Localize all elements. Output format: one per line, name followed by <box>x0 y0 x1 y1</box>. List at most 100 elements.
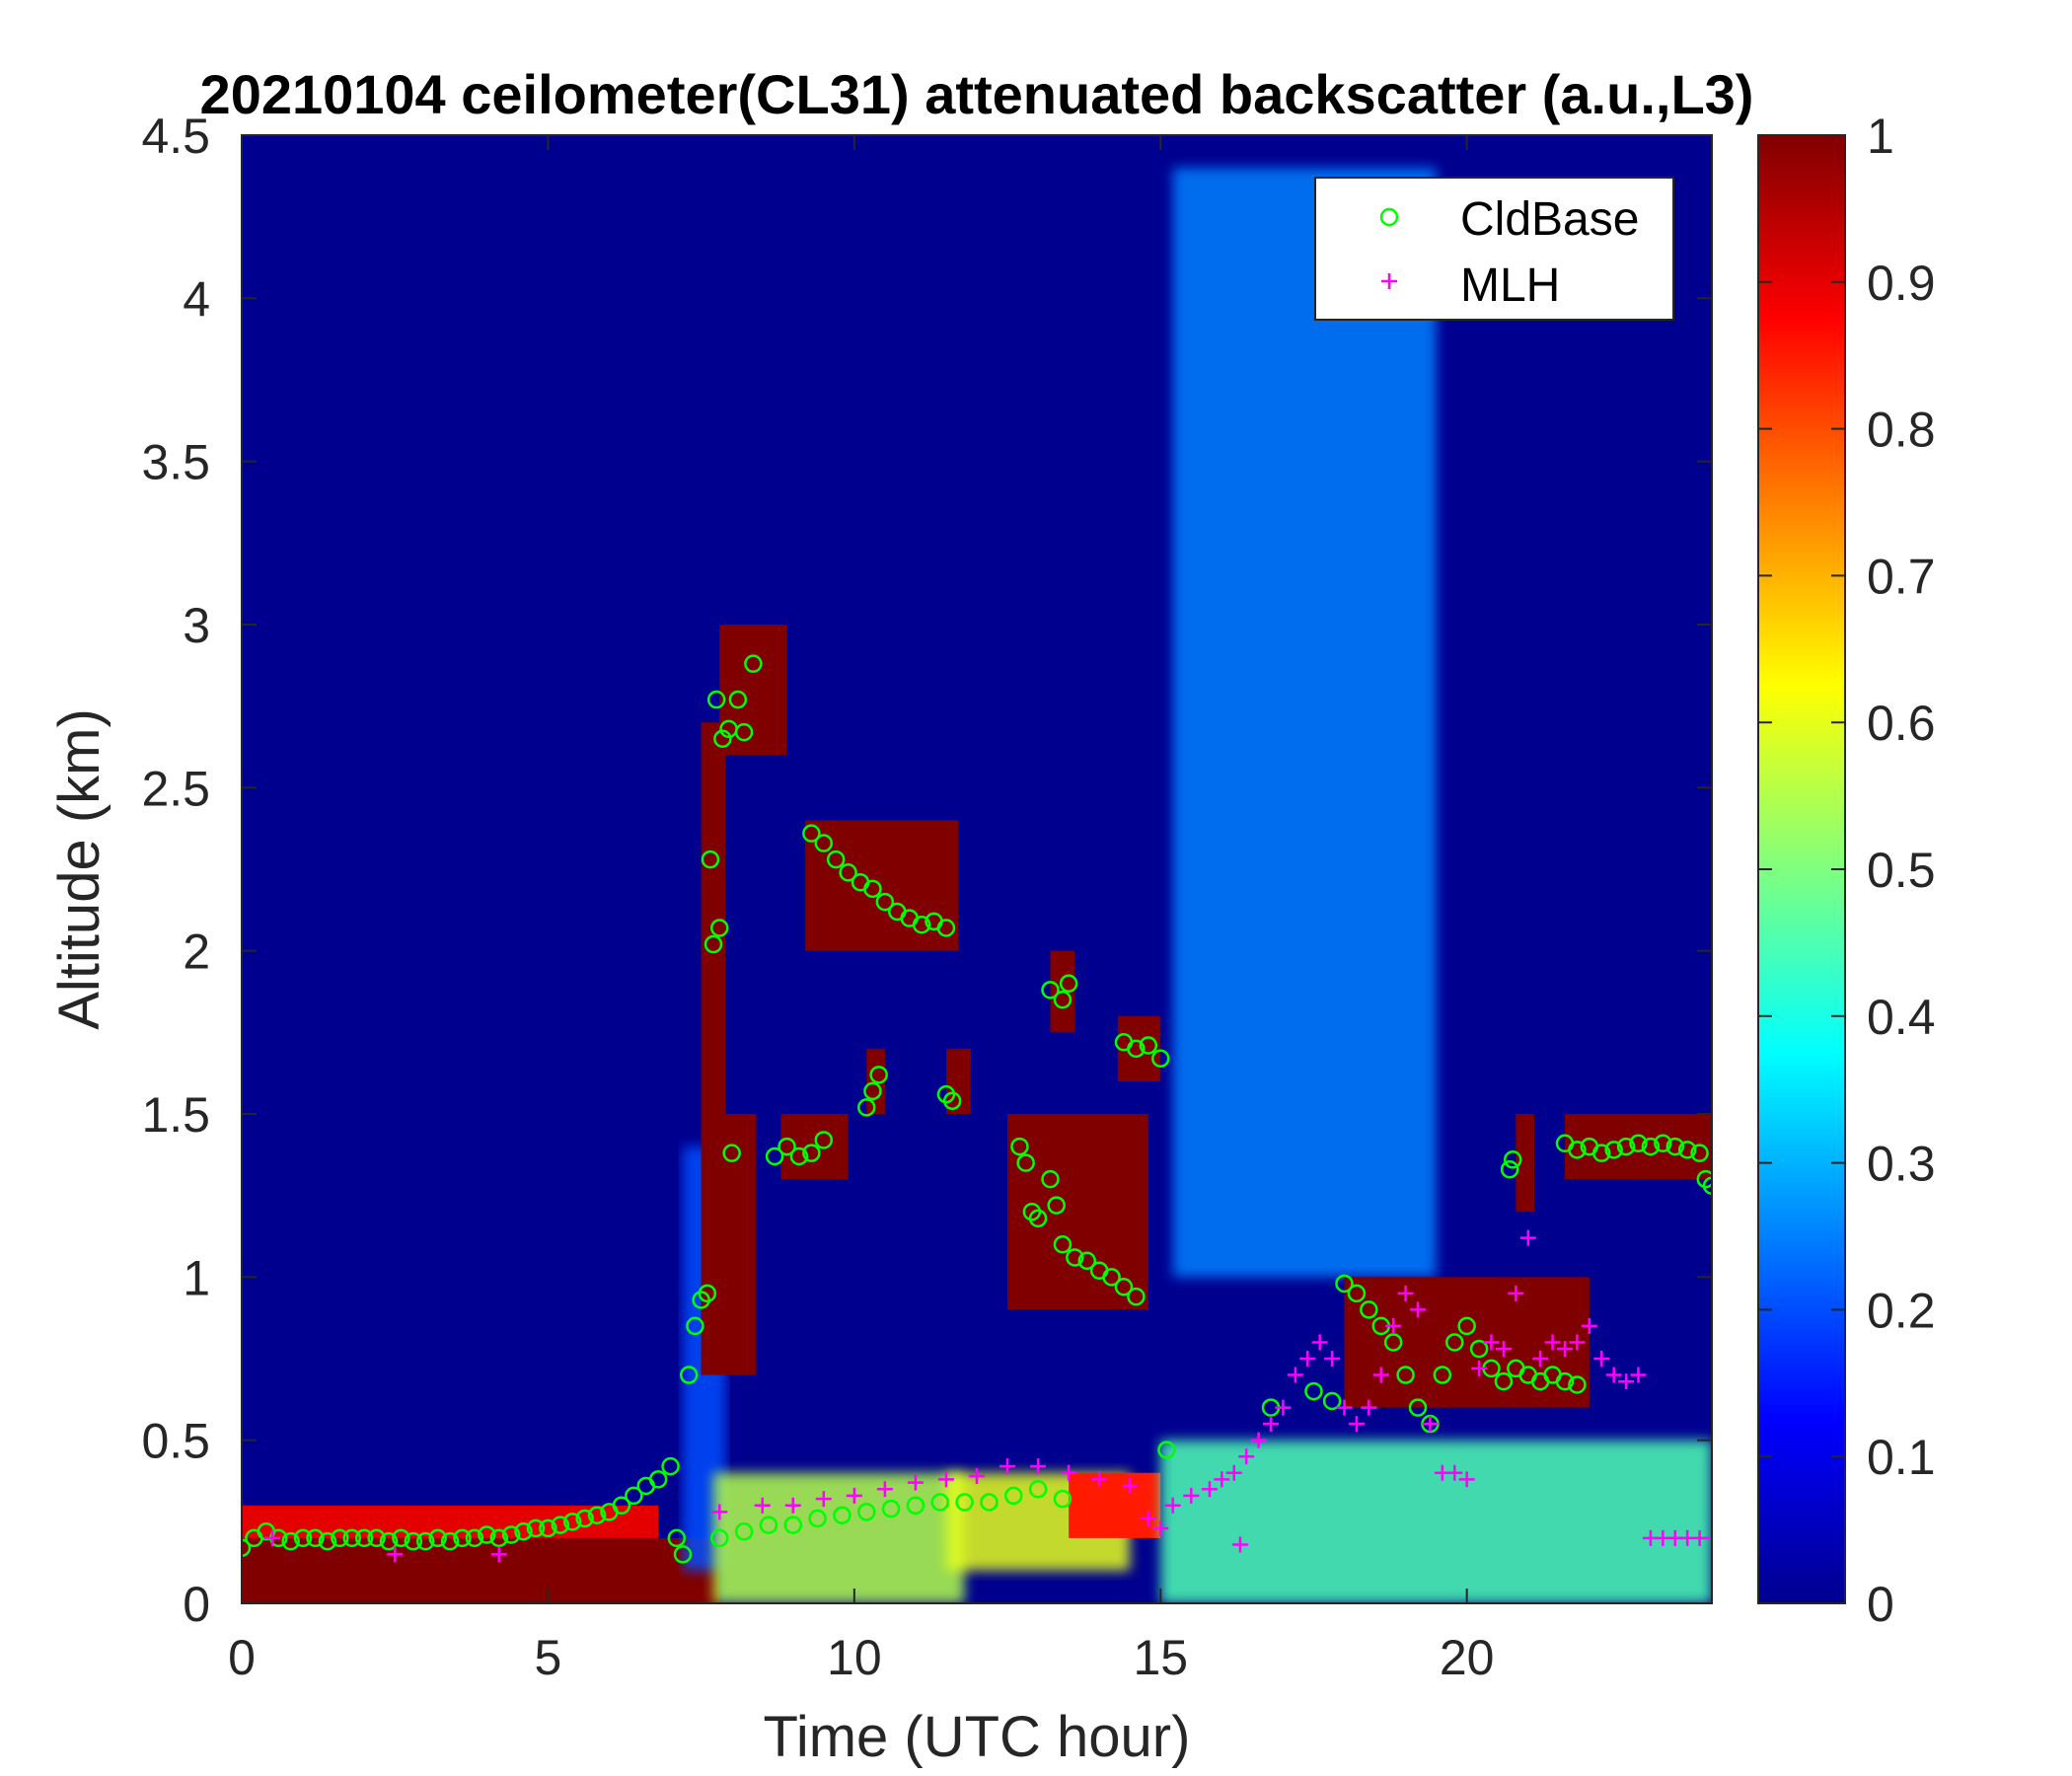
mlh-point-63 <box>1704 1529 1712 1546</box>
cldbase-point-70 <box>863 1081 882 1101</box>
cldbase-point-55 <box>802 1144 821 1162</box>
cldbase-point-84 <box>955 1493 974 1512</box>
mlh-point-18 <box>1152 1519 1169 1536</box>
legend-cldbase-label: CldBase <box>1460 193 1639 246</box>
mlh-point-46 <box>1495 1341 1512 1358</box>
cldbase-point-76 <box>759 1516 778 1534</box>
legend-box <box>1314 177 1674 321</box>
cldbase-point-62 <box>863 879 882 899</box>
plot-frame <box>241 134 1713 1604</box>
mlh-point-32 <box>1324 1351 1341 1367</box>
cldbase-point-99 <box>1102 1268 1121 1287</box>
cldbase-point-44 <box>710 919 729 937</box>
cldbase-point-136 <box>1568 1141 1587 1159</box>
mlh-point-48 <box>1519 1229 1536 1246</box>
mlh-point-23 <box>1225 1464 1242 1481</box>
mlh-point-3 <box>711 1504 728 1520</box>
cldbase-point-124 <box>1469 1339 1489 1359</box>
y-tick-label-3: 1.5 <box>141 1087 210 1143</box>
cldbase-point-45 <box>706 690 726 709</box>
colorbar-tick-label-6: 0.6 <box>1867 696 1936 751</box>
mlh-point-30 <box>1299 1351 1316 1367</box>
cldbase-point-144 <box>1665 1137 1684 1156</box>
mlh-point-16 <box>1122 1477 1139 1494</box>
colorbar-tick-label-0: 0 <box>1867 1577 1894 1632</box>
cldbase-point-113 <box>1335 1274 1354 1294</box>
cldbase-point-56 <box>814 1131 834 1149</box>
cldbase-point-32 <box>625 1486 643 1506</box>
cldbase-point-101 <box>1127 1287 1146 1306</box>
mlh-point-13 <box>1030 1458 1047 1475</box>
cldbase-point-103 <box>1053 991 1073 1009</box>
cldbase-point-104 <box>1059 974 1078 993</box>
cldbase-point-75 <box>734 1522 754 1541</box>
cldbase-point-139 <box>1604 1141 1623 1159</box>
cldbase-point-63 <box>875 892 895 912</box>
heatmap-cell-11 <box>1007 1114 1148 1310</box>
y-axis: 0 0.5 1 1.5 2 2.5 3 3.5 4 4.5 <box>141 109 1712 1632</box>
cldbase-point-50 <box>744 654 763 673</box>
cldbase-point-59 <box>826 850 846 869</box>
cldbase-point-126 <box>1494 1371 1514 1391</box>
cldbase-point-83 <box>930 1493 949 1512</box>
cldbase-point-43 <box>703 934 723 954</box>
mlh-point-9 <box>907 1474 924 1491</box>
heatmap-cell-19 <box>1516 1114 1534 1213</box>
colorbar-tick-label-2: 0.2 <box>1867 1283 1936 1338</box>
cldbase-point-0 <box>242 1538 252 1558</box>
cldbase-point-89 <box>1010 1137 1029 1156</box>
cldbase-point-69 <box>857 1098 876 1117</box>
mlh-point-31 <box>1311 1334 1328 1351</box>
cldbase-point-73 <box>942 1091 962 1111</box>
cldbase-point-77 <box>783 1516 802 1534</box>
cldbase-point-37 <box>673 1545 693 1564</box>
cldbase-point-106 <box>1127 1039 1146 1059</box>
cldbase-point-100 <box>1114 1278 1134 1296</box>
mlh-point-2 <box>490 1546 507 1563</box>
cldbase-point-52 <box>765 1147 784 1166</box>
x-tick-label-1: 5 <box>535 1630 562 1685</box>
cldbase-point-145 <box>1677 1141 1697 1159</box>
cldbase-point-7 <box>318 1531 337 1551</box>
mlh-point-53 <box>1581 1317 1597 1334</box>
colorbar-tick-label-7: 0.7 <box>1867 549 1936 604</box>
cldbase-point-93 <box>1041 1169 1060 1189</box>
colorbar-tick-label-9: 0.9 <box>1867 256 1936 311</box>
mlh-point-40 <box>1422 1416 1439 1433</box>
colorbar-gradient <box>1757 134 1846 1604</box>
mlh-point-55 <box>1605 1367 1622 1383</box>
mlh-point-21 <box>1201 1481 1218 1498</box>
mlh-point-42 <box>1446 1464 1463 1481</box>
x-tick-label-4: 20 <box>1440 1630 1495 1685</box>
cldbase-point-34 <box>648 1470 668 1489</box>
cldbase-point-21 <box>489 1528 508 1548</box>
cldbase-point-24 <box>526 1518 546 1538</box>
x-axis: 0 5 10 15 20 <box>228 135 1494 1685</box>
colorbar-tick-label-1: 0.1 <box>1867 1430 1936 1485</box>
cldbase-point-94 <box>1047 1196 1066 1215</box>
legend-mlh-marker <box>1381 273 1397 289</box>
mlh-point-28 <box>1275 1399 1292 1416</box>
cldbase-point-48 <box>728 690 748 709</box>
y-axis-label: Altitude (km) <box>47 708 111 1030</box>
mlh-point-52 <box>1569 1334 1586 1351</box>
mlh-point-39 <box>1410 1301 1426 1318</box>
x-axis-label: Time (UTC hour) <box>764 1705 1191 1769</box>
mlh-point-51 <box>1557 1341 1573 1358</box>
cldbase-point-60 <box>839 863 857 882</box>
cldbase-point-118 <box>1396 1366 1415 1384</box>
mlh-point-50 <box>1544 1334 1561 1351</box>
cldbase-point-8 <box>331 1528 349 1548</box>
cldbase-point-13 <box>392 1528 410 1548</box>
mlh-point-27 <box>1263 1416 1279 1433</box>
chart-title: 20210104 ceilometer(CL31) attenuated bac… <box>200 63 1754 125</box>
cldbase-point-23 <box>514 1522 533 1541</box>
cldbase-point-6 <box>306 1528 325 1548</box>
x-tick-label-0: 0 <box>228 1630 256 1685</box>
mlh-point-10 <box>937 1471 954 1488</box>
cldbase-point-36 <box>667 1528 687 1548</box>
cldbase-point-42 <box>701 850 720 869</box>
heatmap-cell-20 <box>1565 1114 1712 1180</box>
cldbase-point-112 <box>1322 1391 1342 1411</box>
cldbase-point-131 <box>1555 1371 1575 1391</box>
